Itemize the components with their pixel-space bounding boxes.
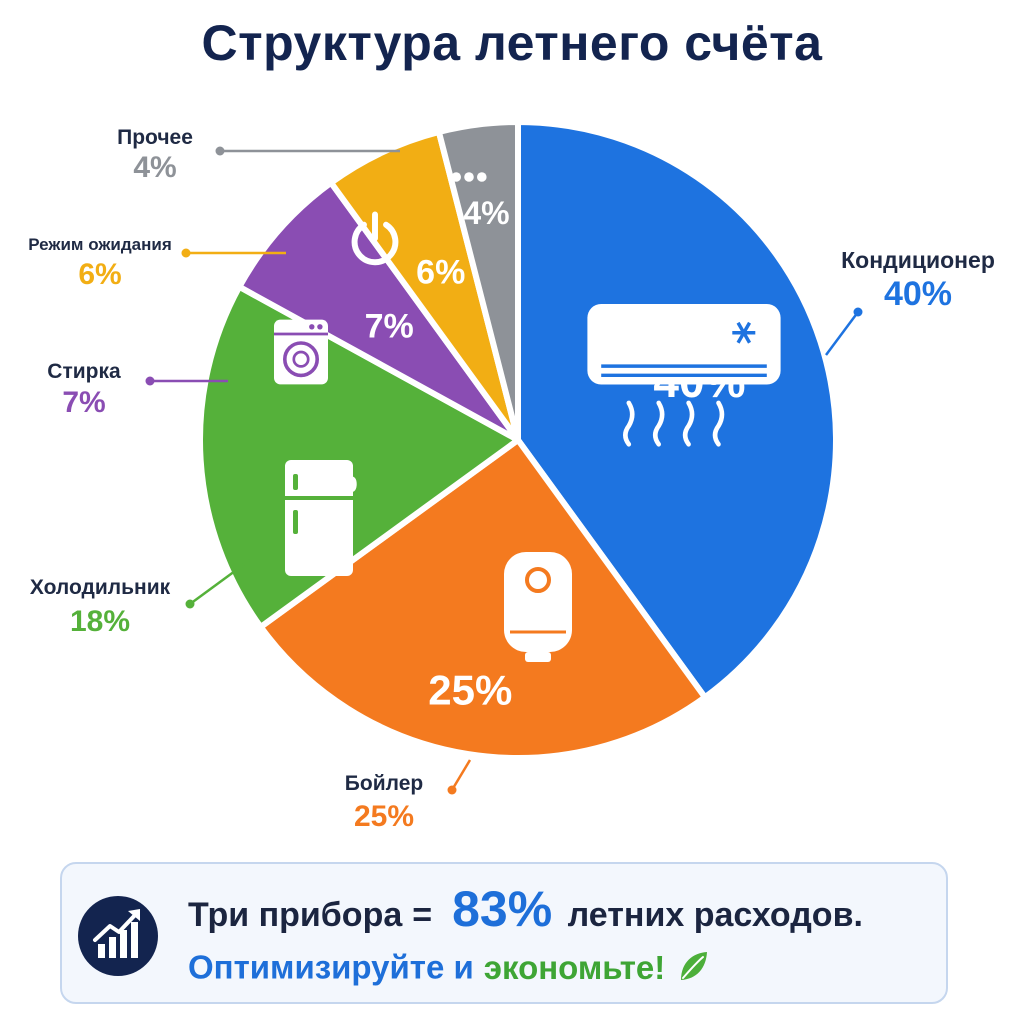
slice-6-legend-value: 4%: [133, 151, 176, 184]
slice-4-legend-value: 7%: [62, 386, 105, 419]
slice-4-value-label: 7%: [365, 307, 414, 345]
slice-1-wedge: [515, 119, 839, 701]
leaf-icon: [675, 948, 711, 992]
slice-5-leader-dot: [181, 248, 191, 258]
slice-3-leader-dot: [185, 599, 195, 609]
water-heater-icon: [504, 552, 572, 662]
slice-1-legend-name: Кондиционер: [841, 247, 995, 273]
power-icon: [351, 211, 399, 266]
growth-chart-icon: [78, 896, 158, 976]
slice-3-legend-value: 18%: [70, 605, 130, 638]
slice-4-wedge: [236, 179, 521, 443]
optimize-text: Оптимизируйте и: [188, 948, 474, 986]
summary-value: 83%: [452, 881, 553, 937]
page-title: Структура летнего счёта: [201, 15, 823, 71]
more-dots-icon: [451, 172, 487, 182]
slice-2-legend-name: Бойлер: [345, 772, 423, 795]
air-conditioner-icon: [587, 304, 781, 447]
slice-3-legend-name: Холодильник: [30, 576, 171, 599]
slice-4-leader-dot: [145, 376, 155, 386]
slice-1-legend-value: 40%: [884, 275, 952, 313]
summary-banner: Три прибора = 83% летних расходов. Оптимиз…: [60, 862, 948, 1004]
slice-2-leader-line: [450, 759, 472, 791]
slice-6-legend-name: Прочее: [117, 126, 193, 149]
refrigerator-icon: [285, 460, 353, 576]
pie-chart: 40%Кондиционер40%25%Бойлер25%18%Холодиль…: [28, 119, 995, 833]
slice-3-leader-line: [189, 558, 251, 606]
summary-suffix: летних расходов.: [567, 896, 863, 934]
slice-1-leader-dot: [853, 307, 863, 317]
slice-4-legend-name: Стирка: [47, 360, 121, 383]
slice-5-value-label: 6%: [416, 254, 465, 292]
call-to-action: Оптимизируйте и экономьте!: [188, 948, 711, 992]
slice-2-value-label: 25%: [428, 666, 512, 713]
slice-5-legend-name: Режим ожидания: [28, 235, 172, 254]
slice-6-leader-dot: [215, 146, 225, 156]
slice-6-wedge: [435, 119, 521, 443]
save-text: экономьте!: [483, 948, 666, 986]
slice-5-legend-value: 6%: [78, 258, 121, 291]
slice-2-legend-value: 25%: [354, 800, 414, 833]
summary-equals: =: [412, 896, 433, 934]
washing-machine-icon: [273, 319, 329, 385]
summary-prefix: Три прибора: [188, 896, 403, 934]
summary-line: Три прибора = 83% летних расходов.: [188, 880, 863, 938]
slice-1-leader-line: [824, 311, 860, 356]
slice-2-leader-dot: [447, 785, 457, 795]
slice-6-value-label: 4%: [463, 195, 509, 231]
slice-2-wedge: [257, 437, 708, 761]
